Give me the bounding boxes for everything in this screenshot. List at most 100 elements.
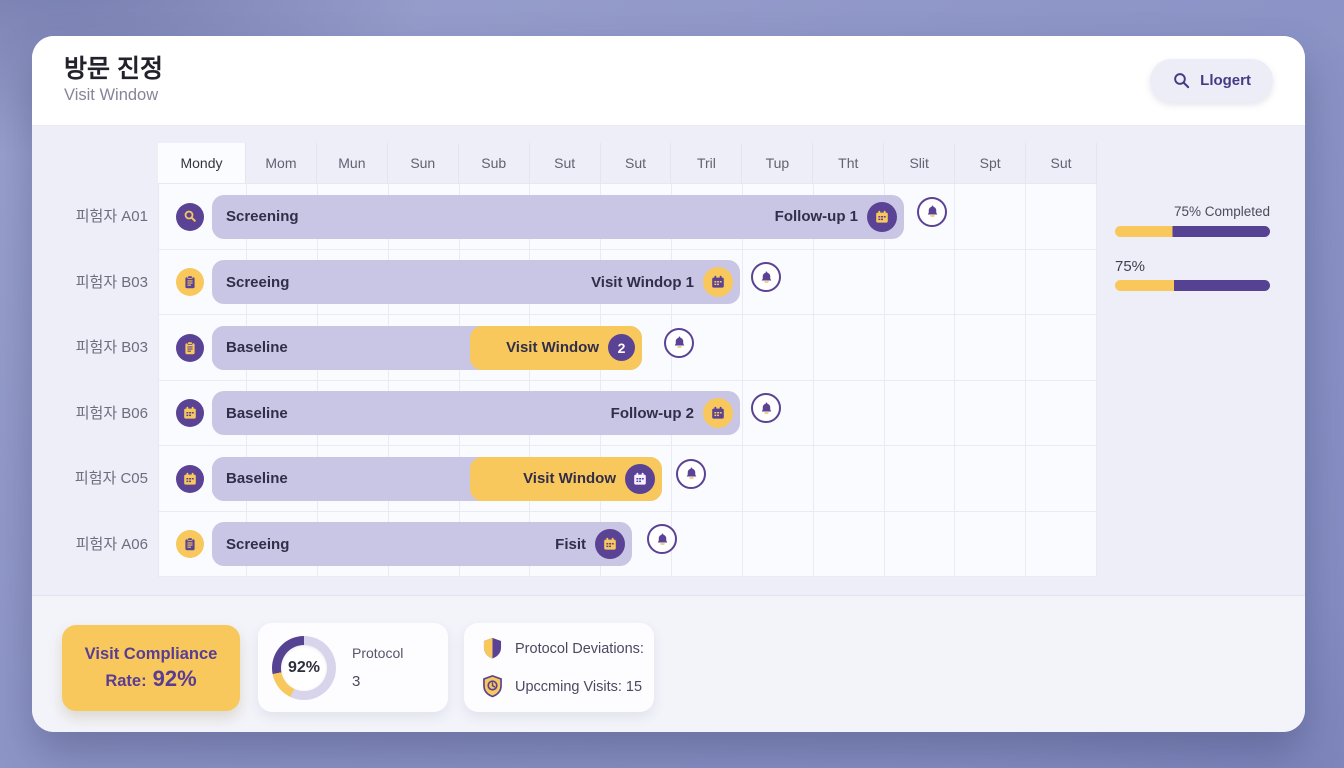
panel-header: 방문 진정 Visit Window Llogert [32, 36, 1305, 126]
clipboard-icon[interactable] [176, 333, 204, 362]
column-header[interactable]: Mondy [158, 143, 246, 183]
grid-row-line [159, 250, 1097, 315]
event-group: Fisit [555, 529, 625, 560]
deviations-label: Protocol Deviations: [515, 640, 644, 657]
bar-phase-segment: Baseline [212, 325, 482, 370]
title-block: 방문 진정 Visit Window [64, 54, 163, 106]
grid-row-line [159, 184, 1097, 250]
compliance-line2: Rate: 92% [105, 666, 196, 692]
completed-progress-label: 75% Completed [1173, 204, 1270, 219]
phase-label: Screening [226, 208, 299, 226]
column-header[interactable]: Sut [601, 143, 672, 183]
bar-window-segment: Visit Window [470, 456, 662, 501]
grid-column-line [530, 184, 602, 577]
event-group: Follow-up 1 [775, 201, 897, 232]
phase-label: Baseline [226, 404, 288, 422]
column-header[interactable]: Tril [671, 143, 743, 183]
grid-row-line [159, 381, 1097, 446]
column-header[interactable]: Tup [742, 143, 814, 183]
event-label: Visit Window [523, 470, 616, 488]
calendar-icon[interactable] [867, 201, 897, 232]
bell-icon[interactable] [751, 262, 781, 293]
visit-bar[interactable]: Screeing Fisit [212, 522, 632, 567]
grid-column-line [1026, 184, 1097, 577]
column-header[interactable]: Tht [813, 143, 885, 183]
phase-label: Screeing [226, 273, 290, 291]
search-icon[interactable] [176, 202, 204, 231]
calendar-icon[interactable] [176, 464, 204, 493]
donut-hole: 92% [281, 644, 327, 691]
phase-label: Baseline [226, 339, 288, 357]
bell-icon[interactable] [664, 327, 694, 358]
upcoming-label: Upccming Visits: 15 [515, 678, 643, 695]
calendar-icon[interactable] [625, 463, 655, 494]
column-header[interactable]: Sub [459, 143, 530, 183]
phase-label: Screeing [226, 535, 290, 553]
subject-label: 피험자 B06 [75, 404, 148, 422]
clipboard-icon[interactable] [176, 530, 204, 559]
shield-icon [480, 636, 505, 661]
page-subtitle: Visit Window [64, 86, 159, 105]
calendar-icon[interactable] [703, 267, 733, 298]
bell-icon[interactable] [751, 393, 781, 424]
grid-row-line [159, 446, 1097, 512]
grid-header-row: Mondy Mom Mun Sun Sub Sut Sut Tril Tup Tht Slit Spt… [158, 143, 1097, 183]
visit-bar[interactable]: Baseline Follow-up 2 [212, 391, 740, 436]
visit-bar[interactable]: Baseline Visit Window [212, 456, 662, 501]
stats-card: Protocol Deviations: Upccming Visits: 15 [464, 623, 654, 712]
column-header[interactable]: Mom [246, 143, 317, 183]
timeline-row: Baseline Visit Window [159, 446, 1097, 512]
column-header[interactable]: Sun [388, 143, 459, 183]
column-header[interactable]: Slit [884, 143, 956, 183]
grid-column-line [814, 184, 885, 577]
event-label: Visit Windop 1 [591, 273, 694, 291]
visit-bar[interactable]: Baseline Visit Window 2 [212, 325, 642, 370]
completed-progress-bar [1115, 226, 1270, 237]
compliance-rate-value: 92% [152, 665, 197, 691]
visit-count-badge: 2 [608, 334, 635, 362]
grid-column-line [389, 184, 460, 577]
compliance-line1: Visit Compliance [84, 644, 218, 663]
grid-column-line [885, 184, 956, 577]
grid-row-line [159, 512, 1097, 577]
search-button[interactable]: Llogert [1150, 59, 1273, 102]
bell-icon[interactable] [647, 524, 677, 555]
grid-column-line [460, 184, 531, 577]
timeline-row: Screeing Fisit [159, 512, 1097, 578]
bar-window-segment: Visit Window 2 [470, 325, 642, 370]
event-group: Follow-up 2 [610, 398, 733, 429]
grid-column-line [672, 184, 743, 577]
page-title: 방문 진정 [64, 54, 163, 83]
protocol-label: Protocol [352, 645, 404, 661]
visit-bar[interactable]: Screeing Visit Windop 1 [212, 260, 740, 305]
calendar-icon[interactable] [703, 398, 733, 429]
event-label: Follow-up 2 [610, 404, 694, 422]
subject-labels: 피험자 A01 피험자 B03 피험자 B03 피험자 B06 피험자 C05 … [32, 183, 148, 576]
bell-icon[interactable] [676, 458, 706, 489]
column-header[interactable]: Mun [317, 143, 388, 183]
timeline-row: Screening Follow-up 1 [159, 184, 1097, 250]
calendar-icon[interactable] [595, 529, 625, 560]
protocol-texts: Protocol 3 [352, 645, 403, 690]
deviations-row: Protocol Deviations: [480, 636, 644, 661]
grid-column-line [955, 184, 1027, 577]
timeline-section: 피험자 A01 피험자 B03 피험자 B03 피험자 B06 피험자 C05 … [32, 126, 1305, 596]
upcoming-row: Upccming Visits: 15 [480, 674, 642, 699]
visit-bar[interactable]: Screening Follow-up 1 [212, 194, 904, 239]
subject-label: 피험자 C05 [74, 470, 148, 488]
grid-row-line [159, 315, 1097, 381]
bell-icon[interactable] [917, 196, 947, 227]
grid-row-lines [159, 184, 1097, 577]
calendar-icon[interactable] [176, 399, 204, 428]
column-header[interactable]: Sut [530, 143, 601, 183]
subject-label: 피험자 B03 [75, 339, 148, 357]
column-header[interactable]: Spt [955, 143, 1027, 183]
percent-progress-bar [1115, 280, 1270, 291]
event-label: Fisit [555, 535, 586, 553]
clipboard-icon[interactable] [176, 268, 204, 297]
subject-label: 피험자 A06 [75, 535, 148, 553]
phase-label: Baseline [226, 470, 288, 488]
donut-value: 92% [287, 658, 321, 676]
protocol-card: 92% Protocol 3 [258, 623, 448, 712]
column-header[interactable]: Sut [1026, 143, 1097, 183]
